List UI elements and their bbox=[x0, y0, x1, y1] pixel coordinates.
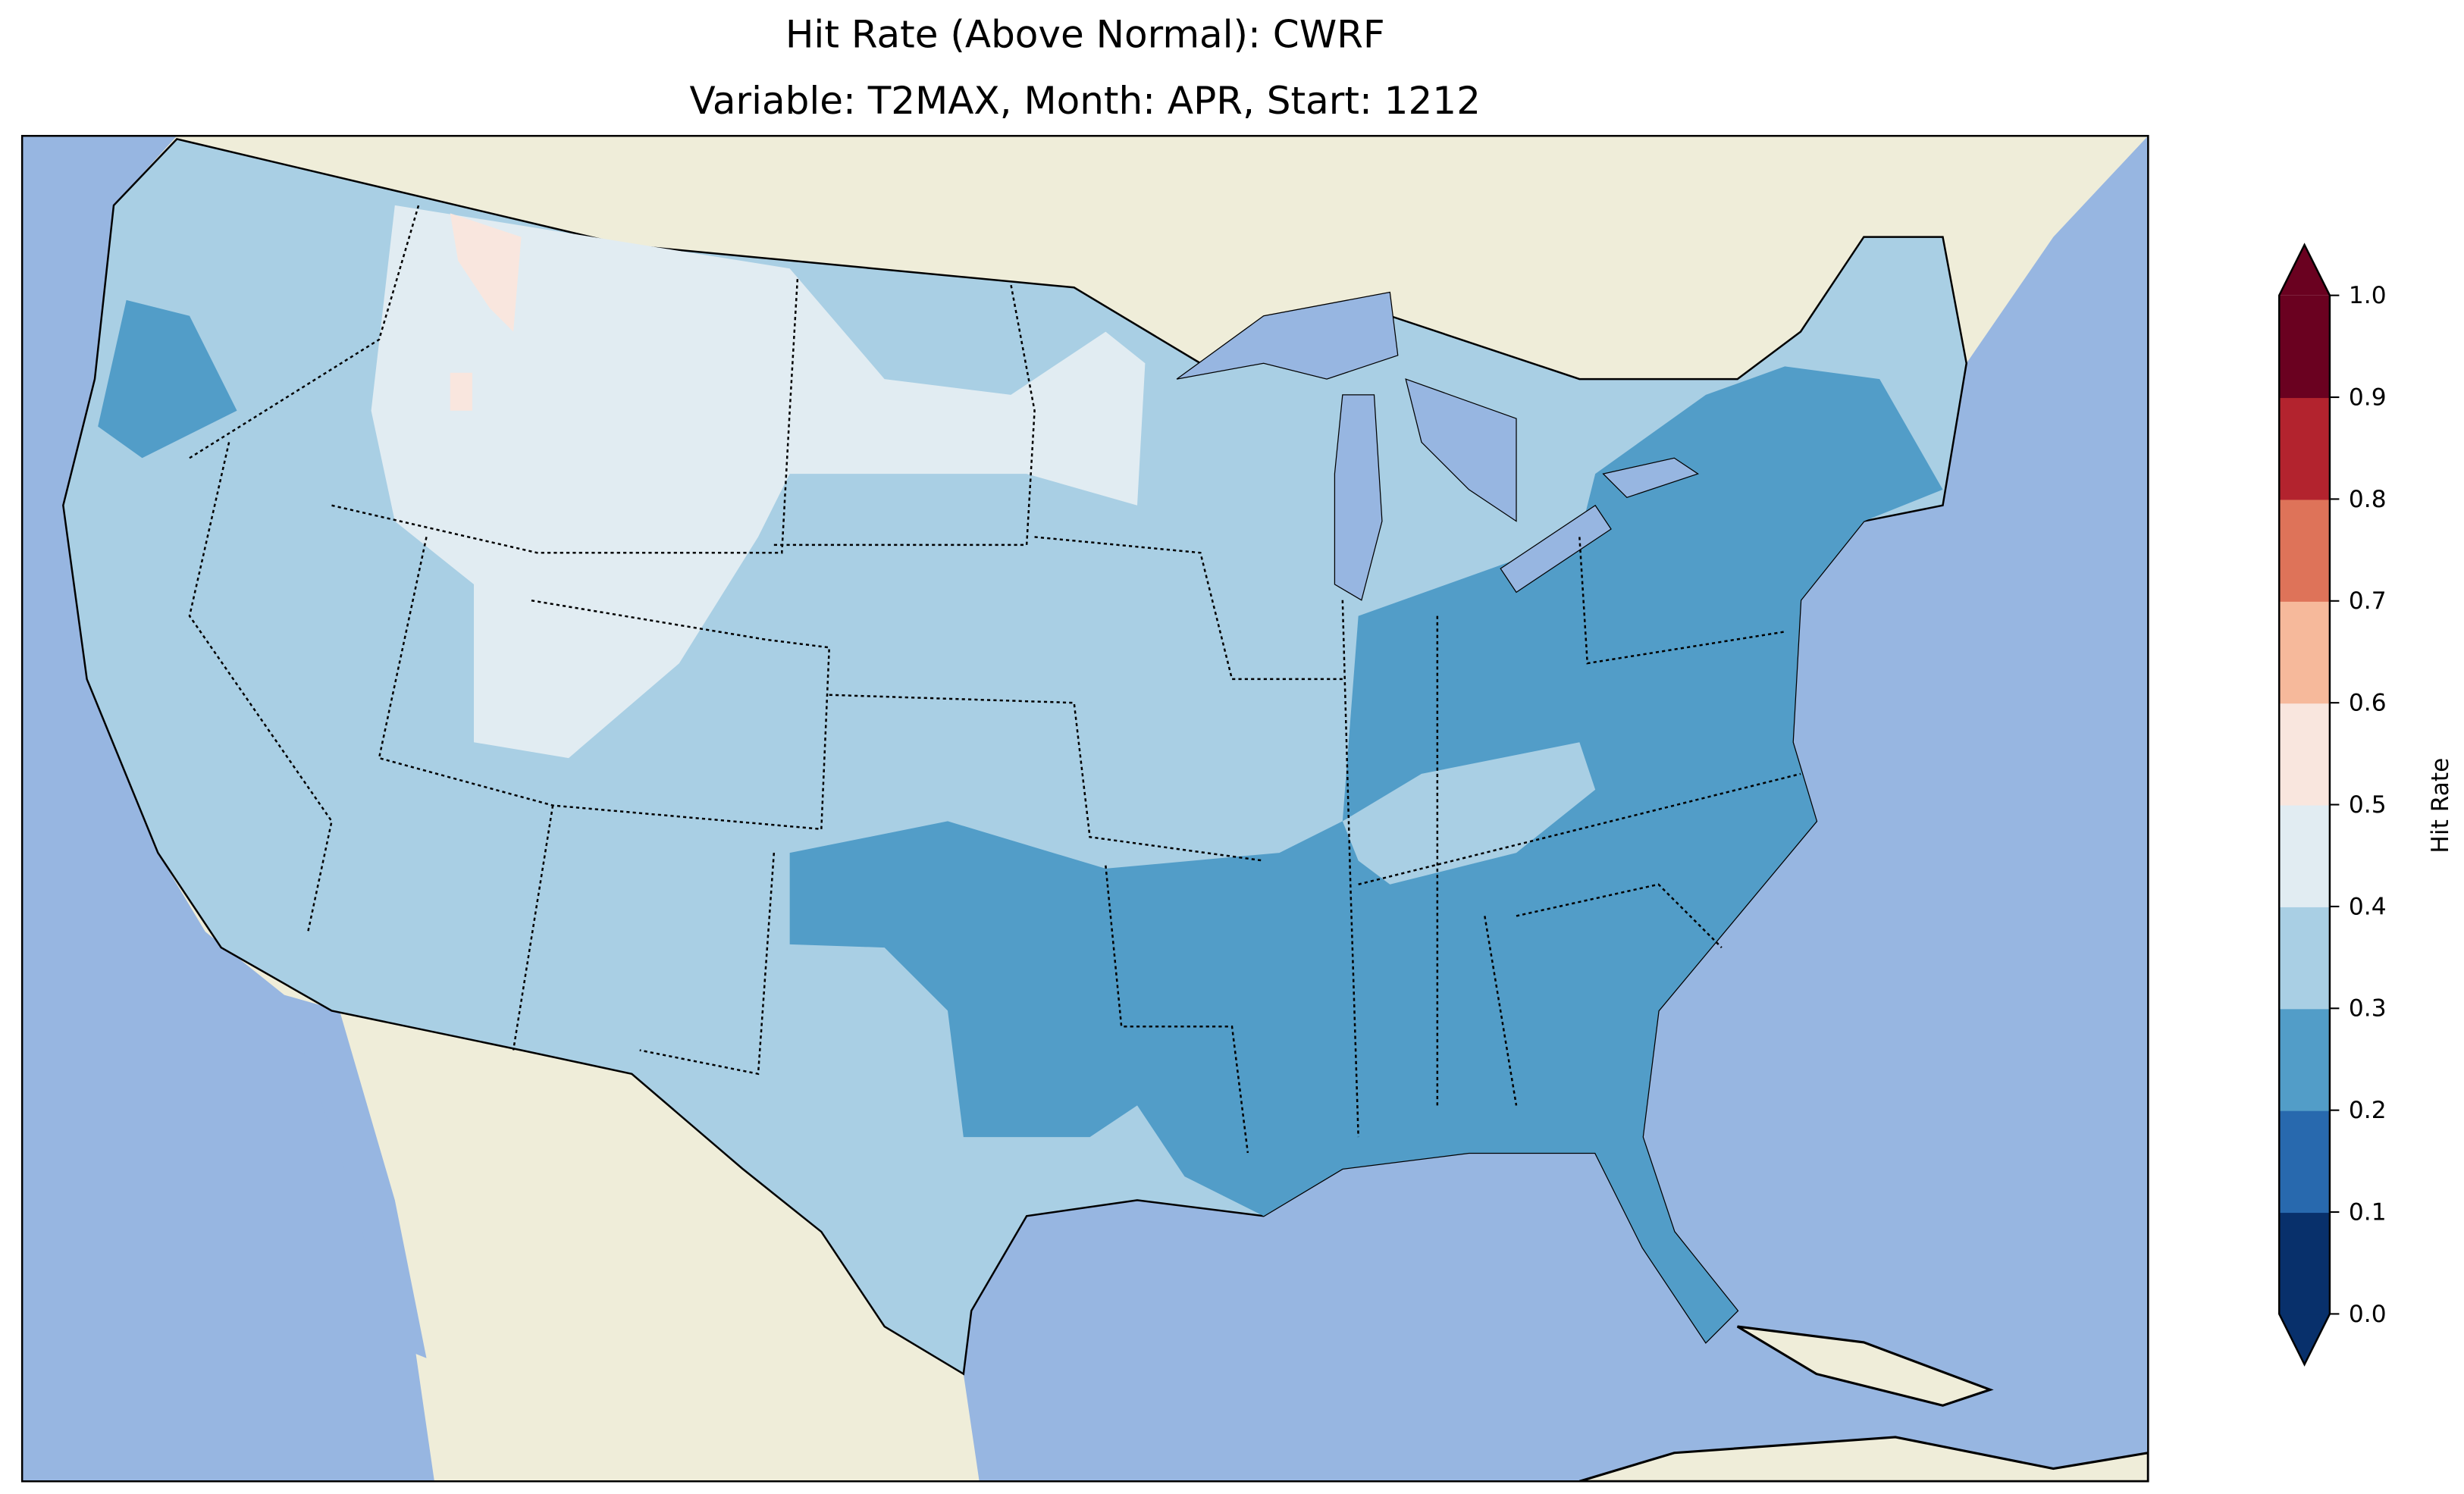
chart-title-line2: Variable: T2MAX, Month: APR, Start: 1212 bbox=[690, 79, 1481, 123]
map-frame bbox=[20, 135, 2149, 1483]
south-america-coast bbox=[1578, 1436, 2149, 1482]
lake-superior bbox=[1176, 291, 1399, 380]
atlantic-gulf-ocean bbox=[963, 136, 2149, 1482]
colorbar-segment bbox=[2279, 906, 2330, 1010]
colorbar-tick-label: 0.2 bbox=[2349, 1097, 2387, 1124]
region-hit-rate-0.5-0.6-idaho-small bbox=[450, 372, 472, 411]
region-hit-rate-0.3-0.4-kentucky bbox=[1342, 742, 1596, 885]
colorbar-tick-label: 0.0 bbox=[2349, 1301, 2387, 1328]
state-borders bbox=[188, 205, 1801, 1154]
lake-erie bbox=[1500, 504, 1612, 594]
region-hit-rate-0.5-0.6-idaho bbox=[450, 213, 522, 332]
cuba-island bbox=[1736, 1325, 1994, 1407]
colorbar-segment bbox=[2279, 499, 2330, 602]
lake-michigan bbox=[1334, 394, 1383, 601]
colorbar-label: Hit Rate bbox=[2427, 758, 2454, 853]
colorbar-segment bbox=[2279, 600, 2330, 704]
pacific-ocean bbox=[22, 136, 434, 1482]
map-axes bbox=[20, 135, 2149, 1483]
great-lakes bbox=[1176, 291, 1699, 601]
colorbar-tick-label: 0.8 bbox=[2349, 486, 2387, 513]
colorbar-tick-label: 0.5 bbox=[2349, 791, 2387, 819]
colorbar-segment bbox=[2279, 397, 2330, 500]
colorbar-tick-label: 0.3 bbox=[2349, 995, 2387, 1023]
colorbar-segment bbox=[2279, 1212, 2330, 1315]
colorbar-segment bbox=[2279, 1008, 2330, 1111]
colorbar-segment bbox=[2279, 703, 2330, 806]
gulf-of-california bbox=[284, 994, 427, 1358]
colorbar-tick-label: 0.7 bbox=[2349, 587, 2387, 615]
lake-ontario bbox=[1602, 457, 1699, 499]
colorbar-segment bbox=[2279, 1110, 2330, 1214]
lake-huron bbox=[1405, 378, 1517, 522]
colorbar-segment bbox=[2279, 295, 2330, 399]
colorbar-extend-max bbox=[2279, 245, 2330, 296]
region-hit-rate-0.4-0.5-northwest bbox=[371, 205, 1146, 759]
colorbar-tick-label: 0.6 bbox=[2349, 690, 2387, 717]
colorbar-segment bbox=[2279, 804, 2330, 907]
colorbar-tick-label: 0.1 bbox=[2349, 1198, 2387, 1226]
region-hit-rate-0.2-0.3-oregon bbox=[98, 299, 237, 459]
colorbar-extend-min bbox=[2279, 1314, 2330, 1365]
chart-title-line1: Hit Rate (Above Normal): CWRF bbox=[785, 13, 1385, 57]
colorbar[interactable]: 0.0 0.1 0.2 0.3 0.4 0.5 0.6 0.7 0.8 0.9 1.0 bbox=[2278, 243, 2387, 1367]
colorbar-tick-label: 1.0 bbox=[2349, 282, 2387, 309]
colorbar-tick-label: 0.4 bbox=[2349, 893, 2387, 920]
colorbar-tick-label: 0.9 bbox=[2349, 384, 2387, 411]
